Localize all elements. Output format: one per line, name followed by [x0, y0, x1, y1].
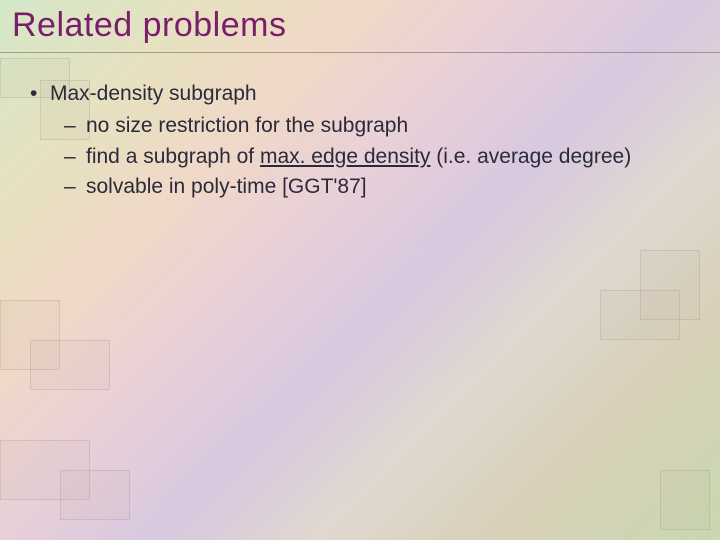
bullet-marker: –: [64, 112, 86, 140]
title-underline: [0, 52, 720, 53]
bullet-text: Max-density subgraph: [50, 80, 696, 108]
slide-body: • Max-density subgraph – no size restric…: [24, 80, 696, 203]
bullet-text: find a subgraph of max. edge density (i.…: [86, 143, 696, 171]
deco-rect: [60, 470, 130, 520]
bullet-level1: • Max-density subgraph: [24, 80, 696, 108]
bullet-text: no size restriction for the subgraph: [86, 112, 696, 140]
deco-rect: [600, 290, 680, 340]
slide: Related problems • Max-density subgraph …: [0, 0, 720, 540]
bullet-marker: –: [64, 143, 86, 171]
bullet-marker: •: [24, 80, 50, 108]
bullet-text: solvable in poly-time [GGT'87]: [86, 173, 696, 201]
bullet-text-underlined: max. edge density: [260, 145, 430, 168]
slide-title: Related problems: [12, 6, 286, 45]
bullet-level2: – no size restriction for the subgraph: [64, 112, 696, 140]
deco-rect: [660, 470, 710, 530]
bullet-text-after: (i.e. average degree): [430, 145, 631, 168]
deco-rect: [30, 340, 110, 390]
bullet-text-before: find a subgraph of: [86, 145, 260, 168]
bullet-marker: –: [64, 173, 86, 201]
bullet-level2: – find a subgraph of max. edge density (…: [64, 143, 696, 171]
bullet-level2: – solvable in poly-time [GGT'87]: [64, 173, 696, 201]
